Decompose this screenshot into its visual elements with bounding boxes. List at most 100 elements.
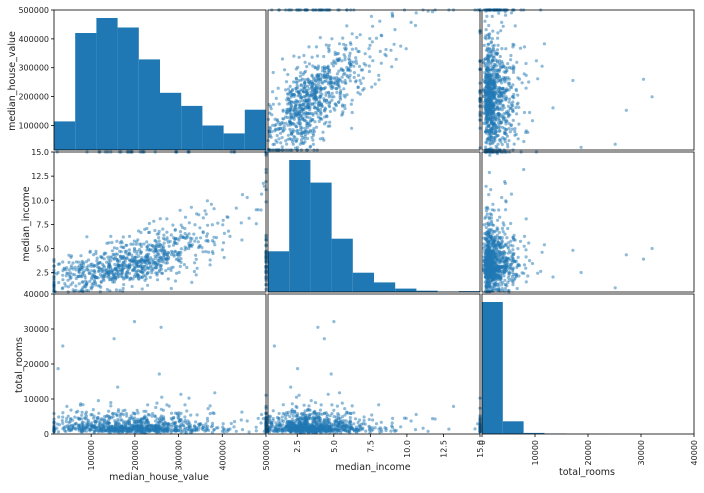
scatter-point — [514, 89, 519, 93]
scatter-point — [192, 269, 196, 274]
scatter-point — [271, 90, 275, 94]
scatter-point — [169, 268, 173, 272]
scatter-point — [228, 234, 232, 238]
scatter-point — [90, 282, 94, 286]
scatter-point — [172, 236, 176, 240]
scatter-point — [378, 430, 382, 434]
scatter-point — [312, 106, 316, 110]
scatter-point — [327, 90, 331, 94]
panel-total_rooms-vs-median_income — [266, 293, 482, 435]
scatter-point — [186, 419, 190, 423]
scatter-point — [118, 415, 122, 419]
scatter-point — [166, 422, 170, 426]
scatter-point — [522, 263, 527, 267]
scatter-point — [245, 419, 249, 423]
scatter-point — [342, 87, 346, 91]
scatter-point — [490, 65, 494, 69]
scatter-point — [307, 80, 311, 84]
scatter-point — [298, 103, 302, 107]
scatter-point — [484, 184, 488, 188]
scatter-point — [490, 68, 494, 72]
scatter-point — [384, 47, 388, 52]
scatter-point — [178, 264, 182, 268]
scatter-point — [383, 52, 387, 57]
scatter-point — [60, 419, 64, 423]
scatter-point — [484, 225, 488, 230]
scatter-point — [109, 234, 113, 238]
scatter-point — [356, 85, 360, 89]
histogram-bar — [458, 291, 480, 292]
scatter-point — [352, 71, 356, 75]
scatter-point — [286, 87, 290, 91]
scatter-point — [177, 419, 181, 423]
scatter-point — [494, 287, 498, 291]
scatter-point — [189, 205, 193, 209]
scatter-point — [506, 226, 510, 231]
scatter-point — [222, 255, 226, 260]
scatter-point — [498, 242, 502, 246]
scatter-point — [494, 243, 498, 248]
scatter-point — [280, 145, 284, 149]
scatter-point — [272, 142, 276, 146]
scatter-point — [194, 428, 199, 432]
scatter-point — [409, 419, 413, 423]
scatter-point — [499, 277, 503, 281]
scatter-point — [316, 325, 320, 329]
scatter-point — [306, 131, 310, 135]
scatter-point — [327, 103, 331, 108]
scatter-point — [303, 134, 307, 138]
scatter-point — [358, 33, 362, 37]
scatter-point — [370, 413, 374, 417]
scatter-point — [97, 411, 101, 415]
scatter-point — [78, 266, 83, 270]
scatter-point — [413, 23, 418, 28]
scatter-point — [194, 420, 198, 424]
scatter-point — [318, 107, 323, 111]
scatter-point — [502, 223, 506, 227]
scatter-point — [90, 262, 94, 266]
scatter-point — [497, 285, 501, 289]
scatter-point — [494, 101, 498, 105]
scatter-point — [323, 86, 327, 90]
scatter-point — [228, 427, 232, 431]
scatter-point — [298, 74, 302, 78]
scatter-point — [160, 243, 164, 248]
panel-background — [54, 294, 266, 434]
scatter-point — [158, 268, 162, 272]
scatter-point — [56, 367, 60, 371]
scatter-point — [311, 76, 315, 80]
scatter-point — [488, 141, 492, 145]
scatter-point — [506, 241, 510, 245]
scatter-point — [308, 98, 312, 102]
scatter-point — [151, 266, 155, 270]
scatter-point — [501, 136, 505, 140]
scatter-point — [534, 59, 539, 63]
scatter-point — [485, 285, 489, 289]
scatter-point — [183, 430, 187, 434]
scatter-point — [240, 193, 245, 197]
scatter-point — [56, 270, 60, 275]
scatter-point — [509, 58, 513, 62]
scatter-point — [503, 278, 507, 282]
scatter-point — [267, 131, 271, 135]
scatter-point — [527, 80, 531, 84]
scatter-point — [139, 252, 143, 256]
scatter-point — [256, 416, 260, 420]
scatter-point — [343, 103, 347, 108]
scatter-point — [205, 234, 209, 238]
scatter-point — [169, 430, 173, 434]
scatter-point — [345, 73, 349, 77]
scatter-point — [500, 238, 504, 242]
scatter-point — [181, 424, 186, 428]
scatter-point — [511, 271, 515, 275]
scatter-point — [508, 130, 512, 134]
scatter-point — [504, 95, 508, 99]
scatter-point — [321, 130, 325, 134]
scatter-point — [494, 280, 498, 284]
scatter-point — [317, 100, 321, 104]
scatter-point — [146, 247, 150, 251]
scatter-point — [355, 61, 359, 65]
scatter-point — [514, 105, 518, 110]
scatter-point — [182, 427, 186, 432]
scatter-point — [124, 423, 128, 427]
